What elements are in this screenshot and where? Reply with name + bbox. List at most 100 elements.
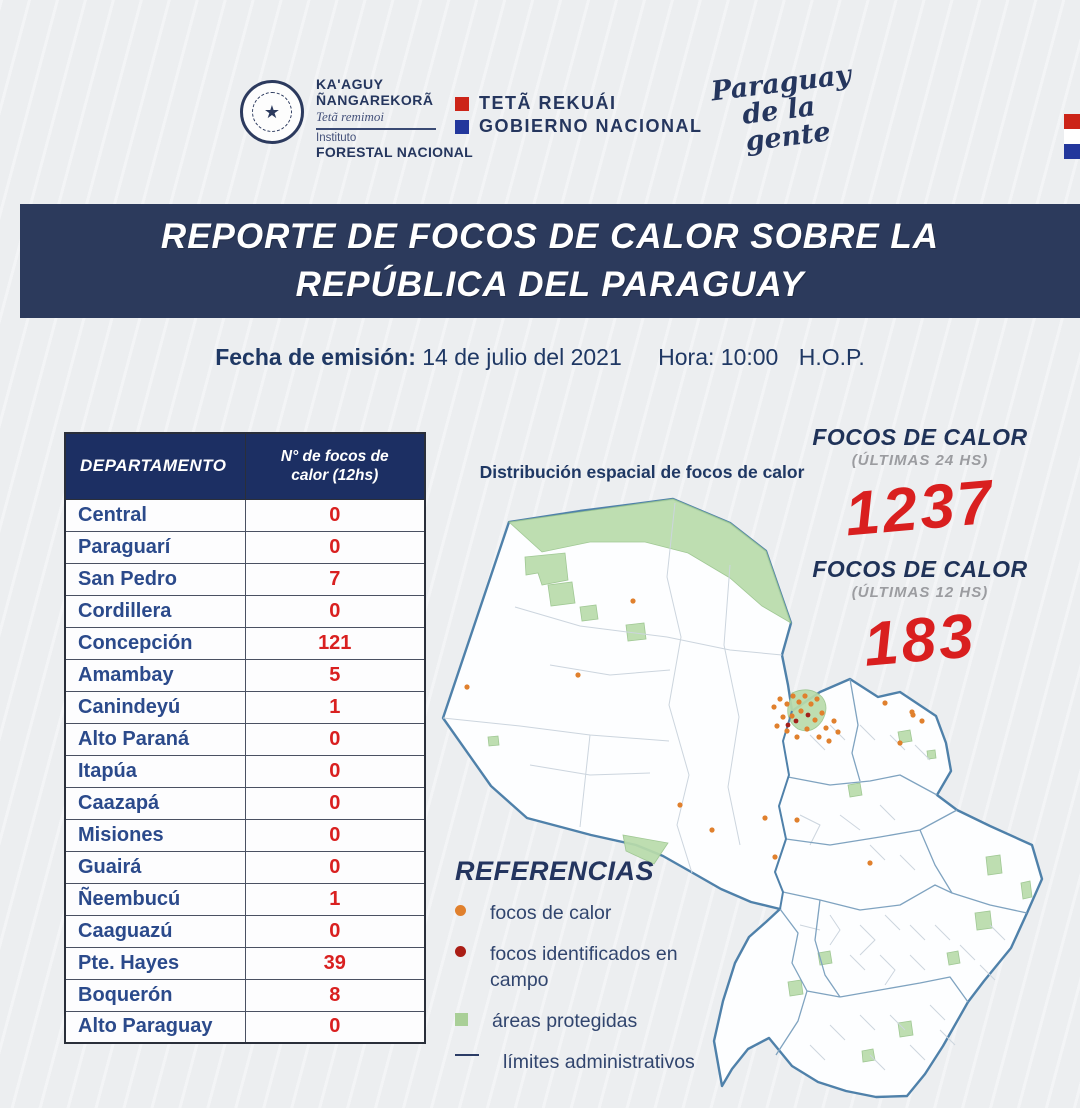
district-boundaries	[442, 502, 1006, 1071]
department-name: San Pedro	[64, 562, 246, 596]
department-name: Boquerón	[64, 978, 246, 1012]
legend-item-limites: límites administrativos	[455, 1050, 705, 1075]
focos-12hs-block: FOCOS DE CALOR (ÚLTIMAS 12 HS) 183	[790, 556, 1050, 680]
institute-name-line2: ÑANGAREKORÃ	[316, 92, 434, 108]
focos-value: 1	[244, 882, 426, 916]
map-title: Distribución espacial de focos de calor	[479, 462, 805, 482]
table-row: Boquerón 8	[64, 978, 426, 1012]
legend-label: áreas protegidas	[492, 1010, 638, 1033]
header: ★ KA'AGUY ÑANGAREKORÃ Tetã remimoi Insti…	[0, 0, 1080, 160]
focos-24hs-value: 1237	[842, 467, 998, 550]
institute-forestal: FORESTAL NACIONAL	[316, 143, 474, 160]
department-name: Central	[64, 498, 246, 532]
green-square-icon	[455, 1013, 468, 1027]
focos-value: 0	[244, 754, 426, 788]
table-row: Paraguarí 0	[64, 530, 426, 564]
focos-value: 0	[244, 850, 426, 884]
table-row: Amambay 5	[64, 658, 426, 692]
focos-value: 0	[244, 1010, 426, 1044]
table-row: Guairá 0	[64, 850, 426, 884]
gov-line1: TETÃ REKUÁI	[479, 93, 617, 113]
department-name: Paraguarí	[64, 530, 246, 564]
campo-dots	[785, 712, 811, 728]
focos-value: 7	[244, 562, 426, 596]
red-square-icon	[455, 96, 469, 111]
department-table-body: Central 0 Paraguarí 0 San Pedro 7 Cordillera 0 C…	[64, 498, 426, 1044]
table-row: Itapúa 0	[64, 754, 426, 788]
institute-guarani: Tetã remimoi	[316, 109, 385, 124]
table-row: Central 0	[64, 498, 426, 532]
legend-label: focos de calor	[490, 902, 612, 924]
hora-value: 10:00	[720, 344, 779, 370]
national-seal-logo: ★	[240, 80, 304, 144]
legend-item-campo: focos identificados en campo	[455, 942, 705, 993]
legend-item-focos: focos de calor	[455, 901, 705, 926]
department-name: Misiones	[64, 818, 246, 852]
paraguay-de-la-gente-logo: Paraguay de la gente	[709, 58, 889, 159]
hop-suffix: H.O.P.	[798, 344, 865, 370]
table-row: Caaguazú 0	[64, 914, 426, 948]
focos-value: 5	[244, 658, 426, 692]
focos-value: 0	[244, 722, 426, 756]
department-name: Canindeyú	[64, 690, 246, 724]
focos-12hs-title: FOCOS DE CALOR	[812, 556, 1028, 582]
legend-title: REFERENCIAS	[455, 856, 655, 886]
department-name: Cordillera	[64, 594, 246, 628]
institute-name-line1: KA'AGUY	[316, 76, 384, 92]
focos-value: 8	[244, 978, 426, 1012]
focos-value: 0	[244, 530, 426, 564]
table-row: Caazapá 0	[64, 786, 426, 820]
department-name: Itapúa	[64, 754, 246, 788]
paraguay-map-svg	[441, 497, 1044, 1099]
boundary-line-icon	[455, 1054, 479, 1057]
legend-item-areas: áreas protegidas	[455, 1009, 705, 1034]
emission-date-line: Fecha de emisión: 14 de julio del 2021 H…	[0, 344, 1080, 371]
focos-value: 0	[244, 594, 426, 628]
paraguay-flag-icon	[1064, 114, 1080, 161]
department-name: Ñeembucú	[64, 882, 246, 916]
department-name: Concepción	[64, 626, 246, 660]
paraguay-map	[430, 485, 1080, 1108]
report-title-line2: REPÚBLICA DEL PARAGUAY	[295, 265, 805, 304]
blue-square-icon	[455, 119, 469, 134]
department-name: Caazapá	[64, 786, 246, 820]
seal-star-icon: ★	[252, 92, 292, 132]
table-row: Alto Paraguay 0	[64, 1010, 426, 1044]
emission-date: 14 de julio del 2021	[422, 344, 622, 370]
emission-label: Fecha de emisión:	[215, 344, 416, 370]
column-header-focos: N° de focos de calor (12hs)	[244, 432, 426, 500]
table-row: Alto Paraná 0	[64, 722, 426, 756]
column-header-departamento: DEPARTAMENTO	[64, 432, 246, 500]
rio-paraguay-line	[774, 710, 793, 910]
orange-dot-icon	[455, 905, 466, 916]
legend-label: focos identificados en campo	[490, 943, 678, 991]
table-row: Cordillera 0	[64, 594, 426, 628]
focos-12hs-subtitle: (ÚLTIMAS 12 HS)	[851, 584, 989, 601]
focos-24hs-subtitle: (ÚLTIMAS 24 HS)	[851, 452, 989, 469]
institute-word: Instituto	[316, 131, 357, 144]
focos-value: 0	[244, 914, 426, 948]
department-name: Alto Paraná	[64, 722, 246, 756]
focos-value: 0	[244, 818, 426, 852]
table-row: Pte. Hayes 39	[64, 946, 426, 980]
focos-12hs-value: 183	[860, 601, 980, 680]
focos-value: 1	[244, 690, 426, 724]
focos-24hs-title: FOCOS DE CALOR	[812, 424, 1028, 450]
department-boundaries	[775, 678, 1028, 1056]
instituto-forestal-logo: KA'AGUY ÑANGAREKORÃ Tetã remimoi Institu…	[316, 76, 476, 160]
legend-label: límites administrativos	[503, 1051, 695, 1074]
focos-value: 39	[244, 946, 426, 980]
departments-table: DEPARTAMENTO N° de focos de calor (12hs)…	[64, 432, 426, 1044]
department-name: Caaguazú	[64, 914, 246, 948]
logo-divider	[316, 128, 436, 130]
department-name: Guairá	[64, 850, 246, 884]
focos-value: 0	[244, 498, 426, 532]
table-row: San Pedro 7	[64, 562, 426, 596]
focos-value: 0	[244, 786, 426, 820]
hotspot-dots	[464, 598, 925, 866]
focos-value: 121	[244, 626, 426, 660]
dark-red-dot-icon	[455, 946, 466, 958]
department-name: Amambay	[64, 658, 246, 692]
map-legend: REFERENCIAS focos de calor focos identif…	[455, 856, 705, 1092]
focos-24hs-block: FOCOS DE CALOR (ÚLTIMAS 24 HS) 1237	[790, 424, 1050, 549]
